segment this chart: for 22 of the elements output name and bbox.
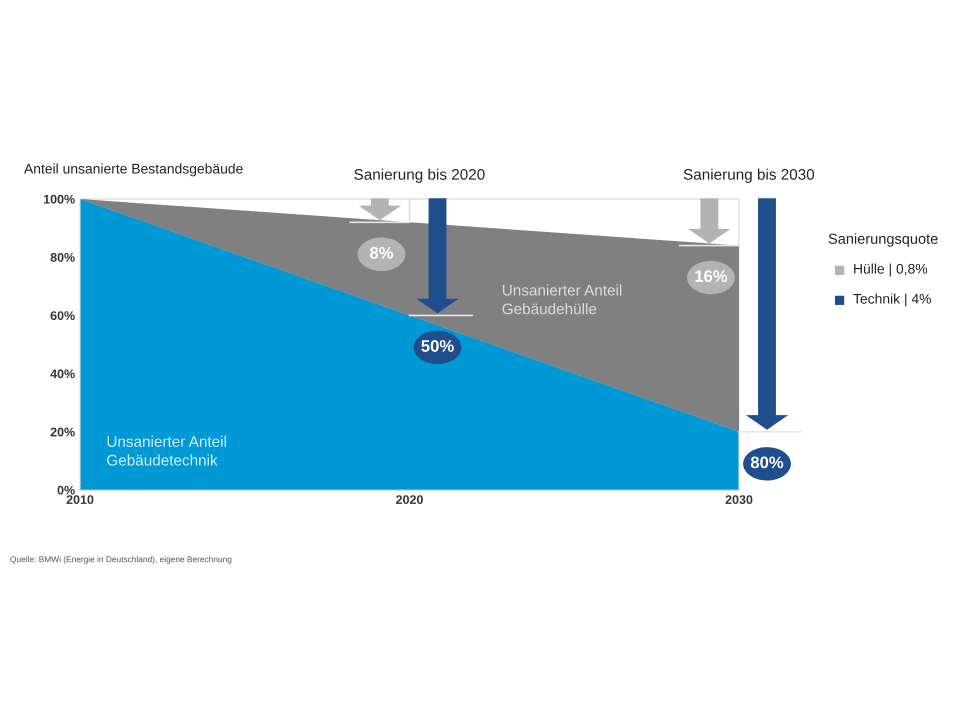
y-tick-label: 40%: [50, 369, 75, 378]
y-tick-label: 20%: [50, 428, 75, 436]
series-label: Unsanierter Anteil Gebäudetechnik: [107, 436, 226, 466]
text: Sanierung bis 2030: [684, 168, 814, 183]
y-tick-label: 100%: [44, 194, 75, 204]
text: Sanierung bis 2020: [354, 168, 485, 183]
text: Hülle | 0,8%: [854, 263, 928, 277]
y-tick-label: 0%: [58, 486, 75, 495]
series-label: Unsanierter Anteil Gebäudehülle: [502, 284, 622, 314]
y-tick-label: 80%: [50, 253, 75, 262]
text: Sanierungsquote: [828, 233, 938, 247]
annotation: 16%: [695, 270, 728, 282]
x-tick-label: 2010: [66, 495, 94, 504]
x-tick-label: 2030: [726, 495, 752, 504]
x-tick-label: 2020: [396, 495, 423, 504]
y-axis-title: Anteil unsanierte Bestandsgebäude: [24, 163, 243, 176]
text: Technik | 4%: [853, 293, 931, 307]
annotation: 50%: [421, 340, 454, 352]
source-note: Quelle: BMWi (Energie in Deutschland), eigene Berechnung: [10, 556, 232, 564]
annotation: 8%: [370, 246, 394, 259]
text: 80%: [750, 456, 784, 468]
y-tick-label: 60%: [50, 311, 75, 320]
